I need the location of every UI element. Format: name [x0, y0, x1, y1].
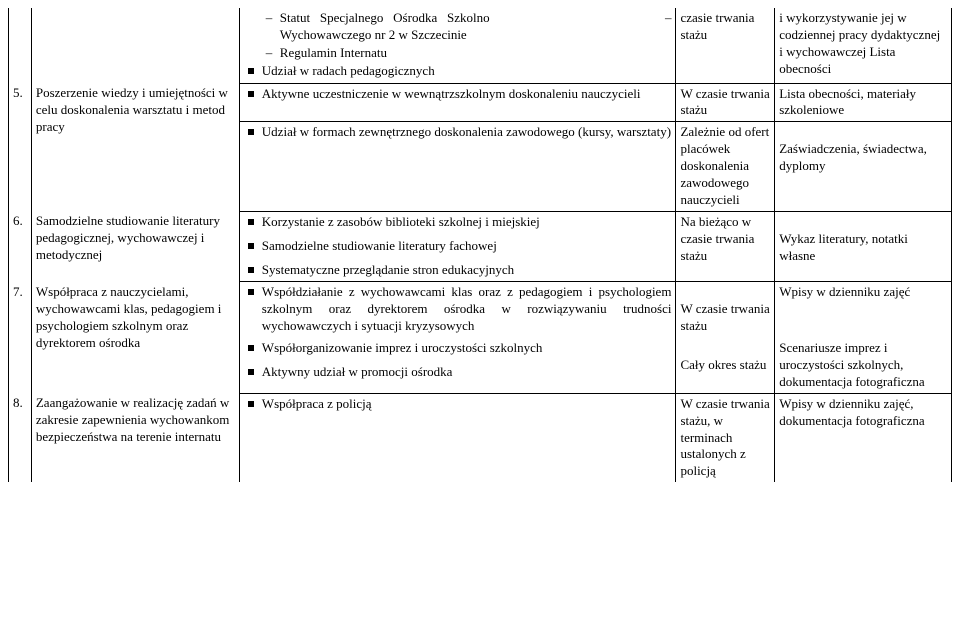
cell-left: Współpraca z nauczycielami, wychowawcami…: [31, 282, 239, 393]
cell-time: W czasie trwania stażu: [676, 282, 775, 338]
cell-right: Lista obecności, materiały szkoleniowe: [775, 83, 952, 122]
cell-time: czasie trwania stażu: [676, 8, 775, 83]
table-row: 6. Samodzielne studiowanie literatury pe…: [9, 211, 952, 282]
cell-time: Zależnie od ofert placówek doskonalenia …: [676, 122, 775, 211]
table-row: 8. Zaangażowanie w realizację zadań w za…: [9, 393, 952, 482]
list-item: Korzystanie z zasobów biblioteki szkolne…: [262, 214, 672, 231]
list-item: Udział w radach pedagogicznych: [262, 63, 672, 80]
list-item: Samodzielne studiowanie literatury facho…: [262, 238, 672, 255]
cell-mid: Korzystanie z zasobów biblioteki szkolne…: [239, 211, 676, 282]
table-row: 7. Współpraca z nauczycielami, wychowawc…: [9, 282, 952, 338]
cell-right: Wykaz literatury, notatki własne: [775, 211, 952, 282]
cell-left: [31, 8, 239, 83]
list-item: Aktywne uczestniczenie w wewnątrzszkolny…: [262, 86, 672, 103]
list-item: Regulamin Internatu: [280, 45, 672, 62]
cell-mid: Współdziałanie z wychowawcami klas oraz …: [239, 282, 676, 338]
cell-right: Wpisy w dzienniku zajęć, dokumentacja fo…: [775, 393, 952, 482]
cell-mid: Współpraca z policją: [239, 393, 676, 482]
cell-num: 7.: [9, 282, 32, 393]
cell-time: W czasie trwania stażu, w terminach usta…: [676, 393, 775, 482]
cell-left: Zaangażowanie w realizację zadań w zakre…: [31, 393, 239, 482]
cell-left: Poszerzenie wiedzy i umiejętności w celu…: [31, 83, 239, 211]
cell-mid: Aktywne uczestniczenie w wewnątrzszkolny…: [239, 83, 676, 122]
cell-right: i wykorzystywanie jej w codziennej pracy…: [775, 8, 952, 83]
cell-mid: Udział w formach zewnętrznego doskonalen…: [239, 122, 676, 211]
cell-left: Samodzielne studiowanie literatury pedag…: [31, 211, 239, 282]
cell-num: 6.: [9, 211, 32, 282]
cell-time: Na bieżąco w czasie trwania stażu: [676, 211, 775, 282]
cell-num: 5.: [9, 83, 32, 211]
table-row: 5. Poszerzenie wiedzy i umiejętności w c…: [9, 83, 952, 122]
cell-right: Scenariusze imprez i uroczystości szkoln…: [775, 338, 952, 393]
list-item: Współdziałanie z wychowawcami klas oraz …: [262, 284, 672, 335]
list-item: Statut Specjalnego Ośrodka Szkolno–Wycho…: [280, 10, 672, 44]
cell-mid: Współorganizowanie imprez i uroczystości…: [239, 338, 676, 393]
cell-mid: Statut Specjalnego Ośrodka Szkolno–Wycho…: [239, 8, 676, 83]
cell-num: 8.: [9, 393, 32, 482]
list-item: Współpraca z policją: [262, 396, 672, 413]
table-row: Statut Specjalnego Ośrodka Szkolno–Wycho…: [9, 8, 952, 83]
list-item: Udział w formach zewnętrznego doskonalen…: [262, 124, 672, 141]
list-item: Aktywny udział w promocji ośrodka: [262, 364, 672, 381]
cell-num: [9, 8, 32, 83]
cell-right: Zaświadczenia, świadectwa, dyplomy: [775, 122, 952, 211]
list-item: Systematyczne przeglądanie stron edukacy…: [262, 262, 672, 279]
list-item: Współorganizowanie imprez i uroczystości…: [262, 340, 672, 357]
plan-table: Statut Specjalnego Ośrodka Szkolno–Wycho…: [8, 8, 952, 482]
cell-time: Cały okres stażu: [676, 338, 775, 393]
cell-right: Wpisy w dzienniku zajęć: [775, 282, 952, 338]
cell-time: W czasie trwania stażu: [676, 83, 775, 122]
